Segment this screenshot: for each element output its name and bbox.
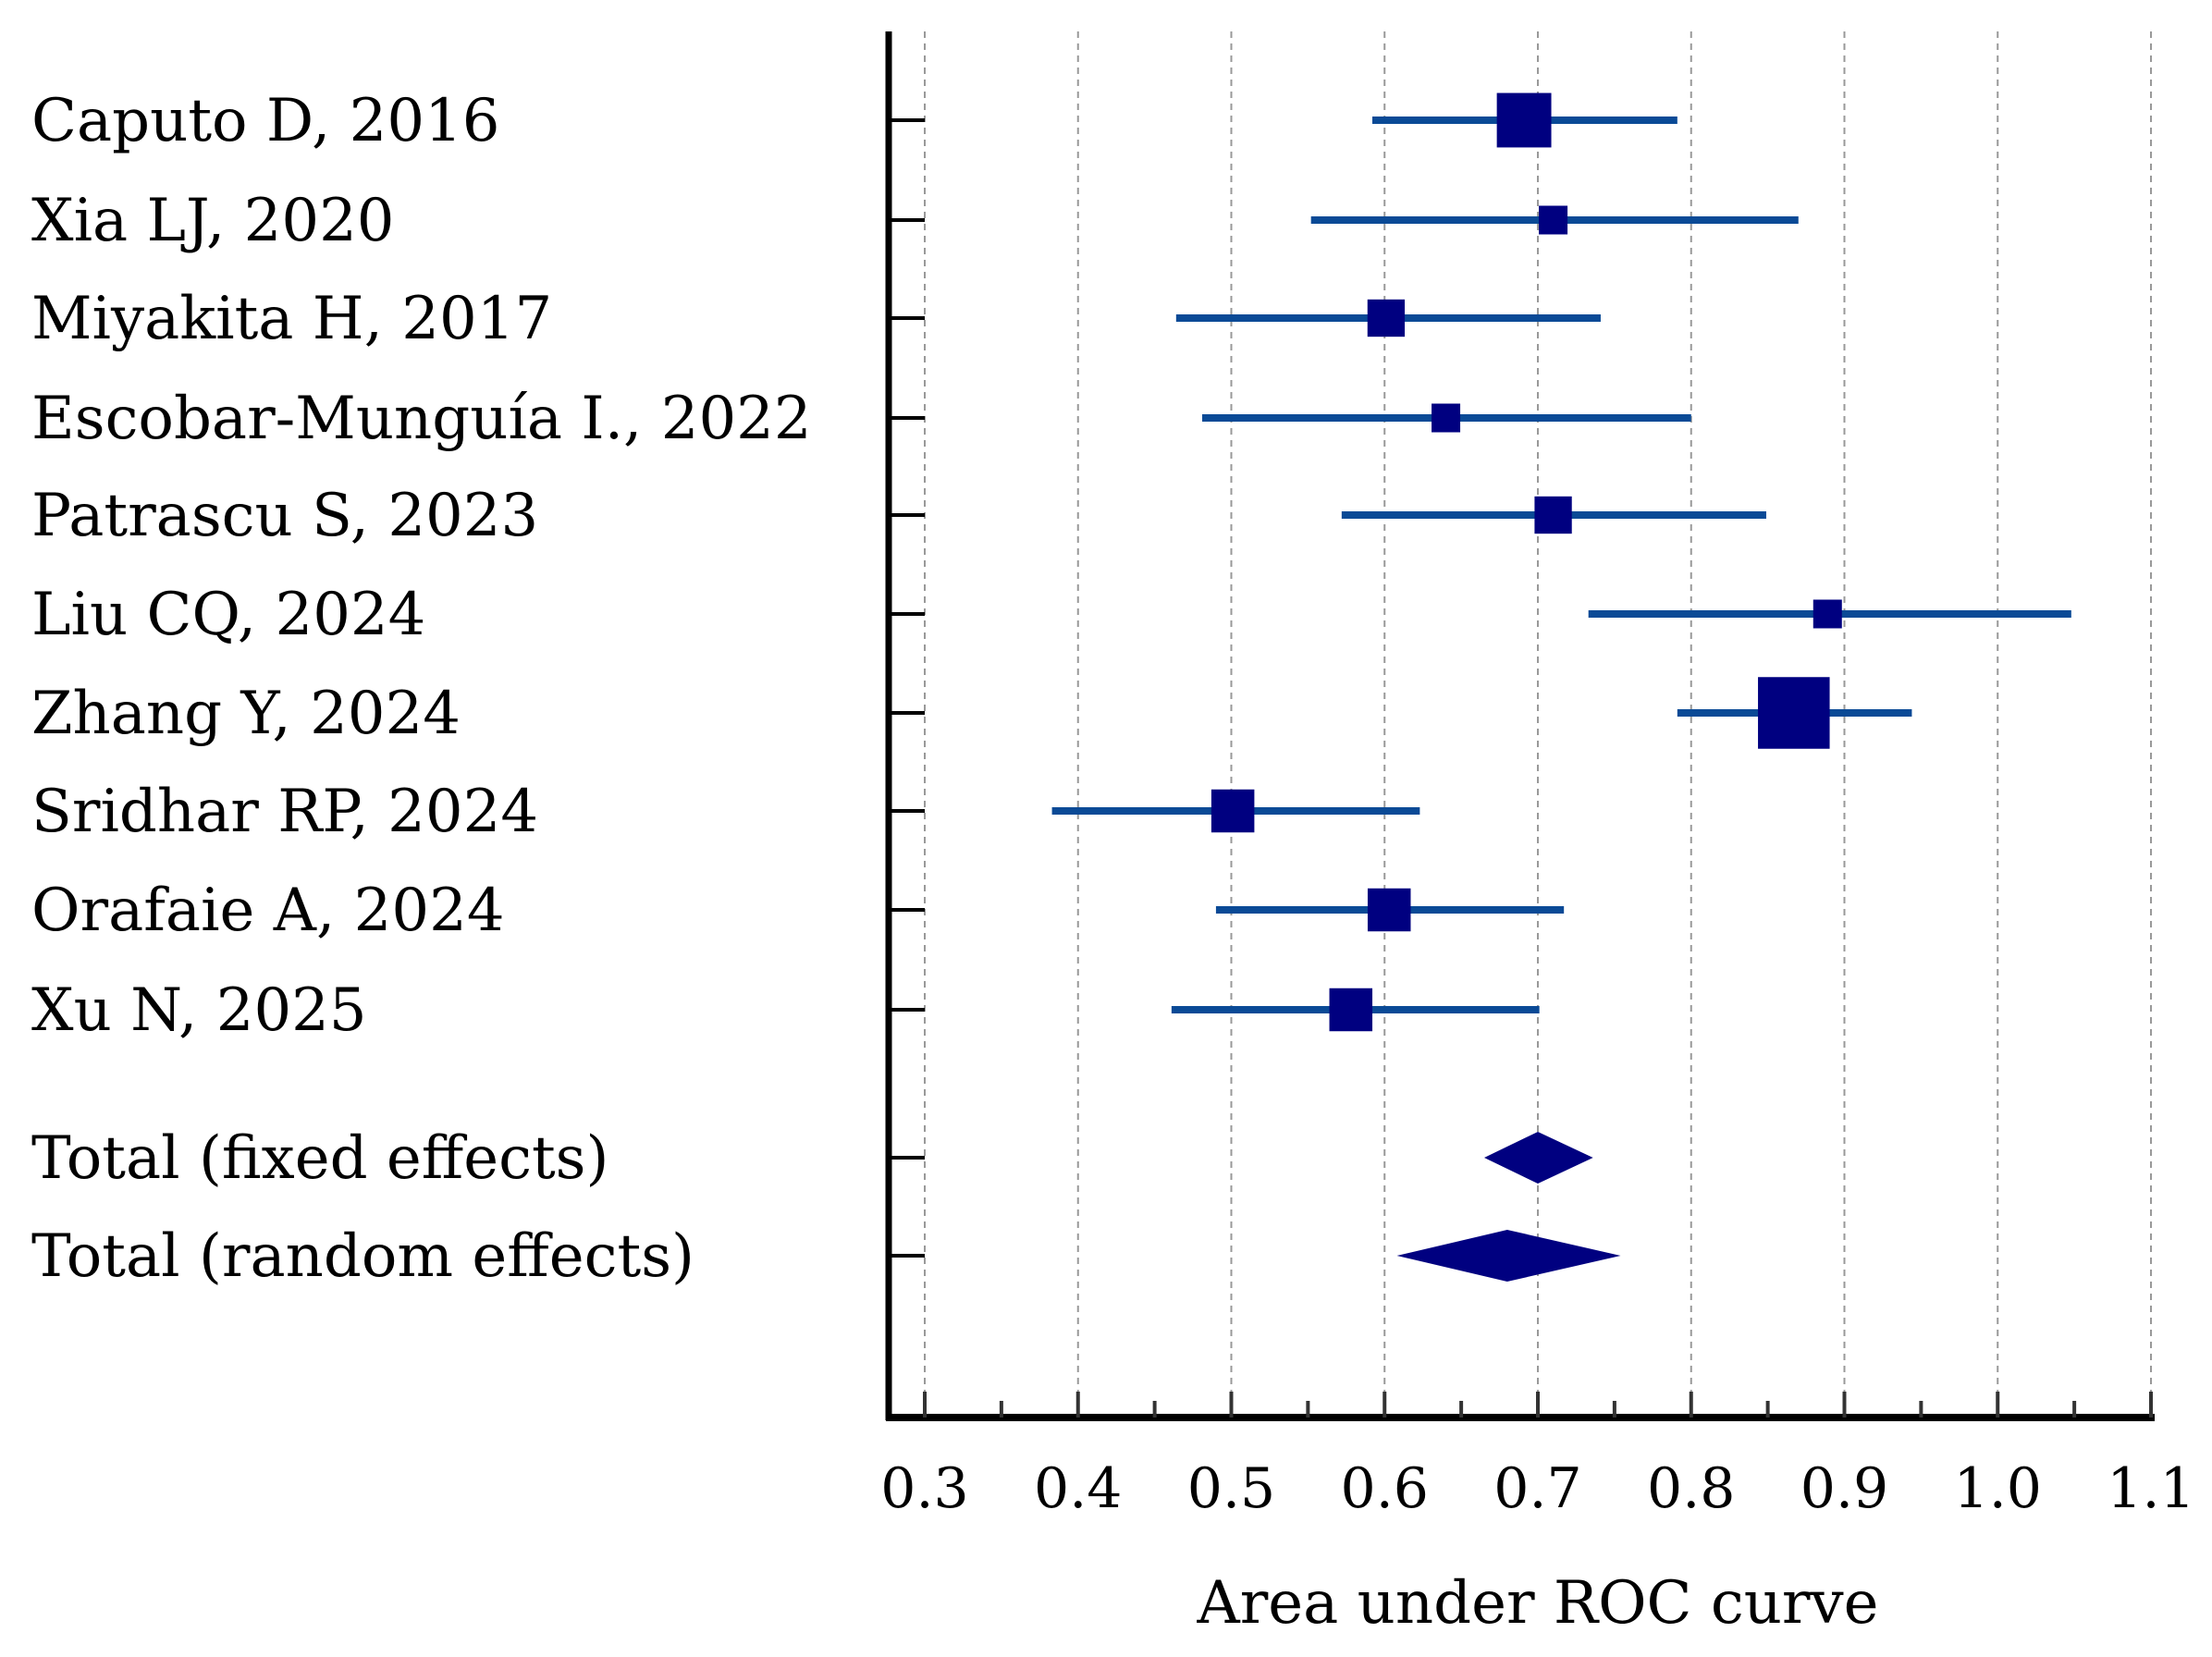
- x-tick-label: 0.4: [1034, 1456, 1122, 1521]
- study-marker: [1496, 92, 1552, 148]
- x-tick-label: 0.3: [880, 1456, 968, 1521]
- study-marker: [1534, 496, 1572, 534]
- study-label: Patrascu S, 2023: [31, 482, 538, 550]
- pooled-label: Total (random effects): [31, 1222, 694, 1291]
- study-marker: [1367, 299, 1406, 338]
- study-label: Caputo D, 2016: [31, 87, 500, 155]
- pooled-label: Total (fixed effects): [31, 1124, 608, 1193]
- study-label: Escobar-Munguía I., 2022: [31, 385, 812, 453]
- pooled-diamond: [1396, 1230, 1621, 1282]
- study-label: Miyakita H, 2017: [31, 285, 552, 353]
- x-tick-label: 1.0: [1954, 1456, 2042, 1521]
- x-tick-label: 1.1: [2107, 1456, 2194, 1521]
- x-tick-label: 0.9: [1800, 1456, 1888, 1521]
- x-tick-label: 0.5: [1187, 1456, 1275, 1521]
- study-label: Xu N, 2025: [31, 976, 367, 1045]
- study-label: Zhang Y, 2024: [31, 680, 461, 748]
- study-marker: [1813, 599, 1842, 629]
- study-marker: [1329, 988, 1373, 1032]
- x-tick-label: 0.7: [1493, 1456, 1581, 1521]
- study-label: Orafaie A, 2024: [31, 877, 505, 945]
- study-label: Xia LJ, 2020: [31, 187, 395, 255]
- study-marker: [1210, 789, 1255, 833]
- x-tick-label: 0.8: [1647, 1456, 1735, 1521]
- study-marker: [1758, 677, 1830, 749]
- x-axis-label: Area under ROC curve: [1196, 1569, 1878, 1638]
- study-marker: [1539, 205, 1568, 235]
- study-label: Sridhar RP, 2024: [31, 778, 538, 846]
- x-tick-label: 0.6: [1341, 1456, 1429, 1521]
- pooled-diamond: [1483, 1132, 1593, 1184]
- study-marker: [1432, 403, 1461, 433]
- study-label: Liu CQ, 2024: [31, 581, 425, 649]
- study-marker: [1367, 888, 1411, 932]
